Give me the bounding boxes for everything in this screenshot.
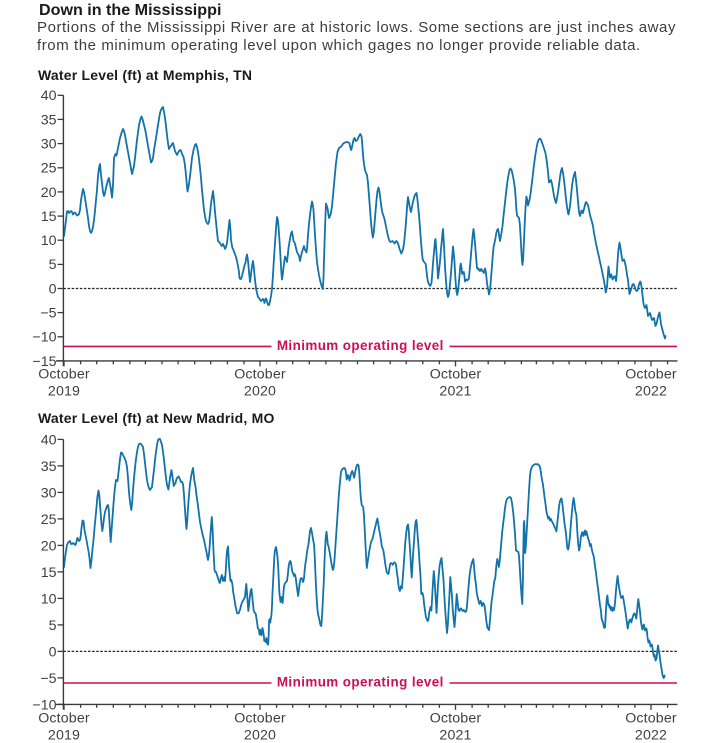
svg-text:2019: 2019 — [48, 727, 80, 743]
svg-text:20: 20 — [41, 538, 57, 554]
svg-text:October: October — [234, 366, 286, 382]
svg-text:25: 25 — [41, 512, 57, 528]
svg-text:October: October — [38, 710, 90, 726]
svg-text:0: 0 — [49, 281, 57, 297]
svg-text:20: 20 — [41, 185, 57, 201]
svg-text:Minimum operating level: Minimum operating level — [277, 338, 443, 353]
svg-text:Minimum operating level: Minimum operating level — [277, 674, 443, 689]
svg-text:30: 30 — [41, 485, 57, 501]
svg-text:5: 5 — [49, 257, 57, 273]
svg-text:−5: −5 — [40, 306, 56, 322]
svg-text:25: 25 — [41, 161, 57, 177]
svg-text:October: October — [430, 366, 482, 382]
svg-text:2019: 2019 — [48, 384, 80, 400]
svg-text:35: 35 — [41, 112, 57, 128]
svg-text:30: 30 — [41, 137, 57, 153]
svg-text:October: October — [625, 710, 677, 726]
svg-text:15: 15 — [41, 209, 57, 225]
svg-text:10: 10 — [41, 591, 57, 607]
svg-text:40: 40 — [41, 432, 57, 448]
svg-text:−10: −10 — [32, 697, 56, 713]
svg-text:October: October — [234, 710, 286, 726]
svg-text:40: 40 — [41, 88, 57, 104]
svg-text:2020: 2020 — [244, 384, 276, 400]
svg-text:5: 5 — [49, 618, 57, 634]
svg-text:October: October — [38, 366, 90, 382]
svg-text:−10: −10 — [32, 330, 56, 346]
svg-text:10: 10 — [41, 233, 57, 249]
svg-text:2021: 2021 — [439, 727, 471, 743]
svg-text:−5: −5 — [40, 671, 56, 687]
svg-text:35: 35 — [41, 459, 57, 475]
svg-text:15: 15 — [41, 565, 57, 581]
svg-text:2022: 2022 — [635, 384, 667, 400]
svg-text:−15: −15 — [32, 354, 56, 370]
svg-text:October: October — [625, 366, 677, 382]
svg-text:2021: 2021 — [439, 384, 471, 400]
svg-text:0: 0 — [49, 644, 57, 660]
svg-text:2022: 2022 — [635, 727, 667, 743]
svg-text:October: October — [430, 710, 482, 726]
svg-text:2020: 2020 — [244, 727, 276, 743]
